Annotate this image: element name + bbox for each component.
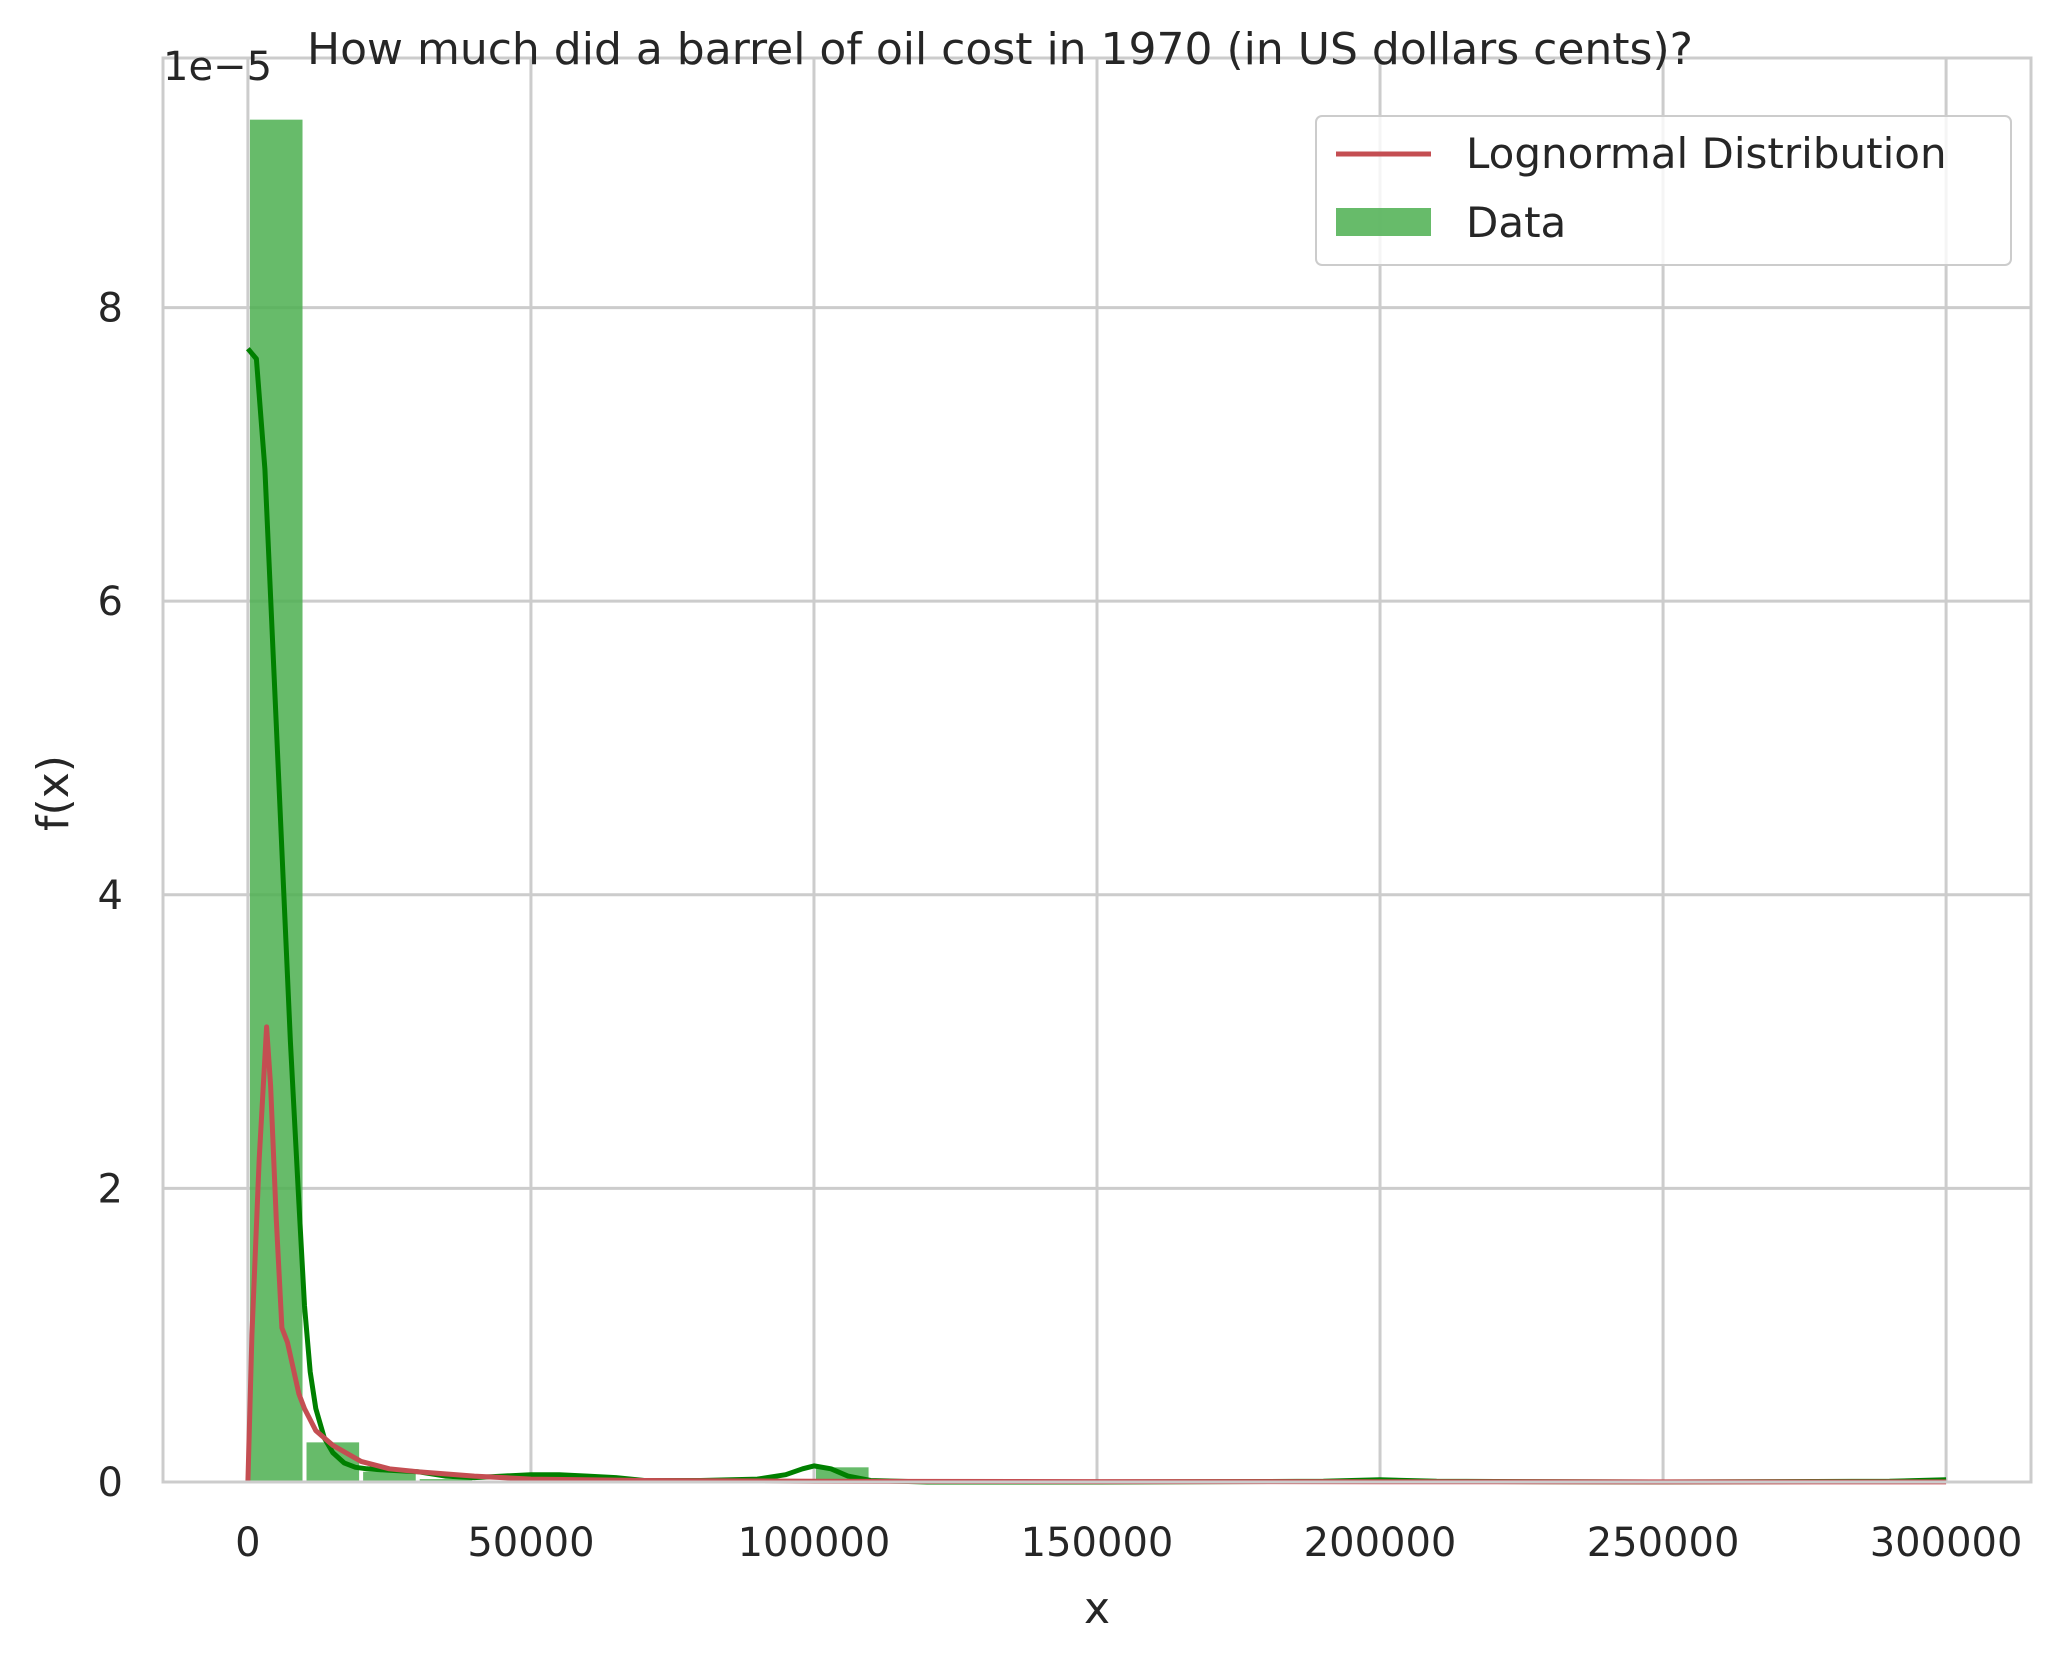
x-tick-label: 200000 bbox=[1304, 1520, 1457, 1566]
x-tick-label: 100000 bbox=[738, 1520, 891, 1566]
legend: Lognormal Distribution Data bbox=[1315, 115, 2012, 266]
legend-swatch-data bbox=[1336, 208, 1431, 236]
plot-frame bbox=[161, 56, 2033, 1484]
histogram-bar bbox=[249, 119, 303, 1483]
legend-label-lognormal: Lognormal Distribution bbox=[1466, 129, 1947, 178]
chart-title: How much did a barrel of oil cost in 197… bbox=[307, 24, 1693, 75]
x-tick-label: 0 bbox=[235, 1520, 260, 1566]
x-axis-label: x bbox=[1084, 1583, 1110, 1634]
y-tick-label: 2 bbox=[98, 1166, 123, 1212]
x-tick-label: 300000 bbox=[1870, 1520, 2023, 1566]
legend-box bbox=[1315, 115, 2012, 266]
x-tick-label: 250000 bbox=[1587, 1520, 1740, 1566]
y-offset-text: 1e−5 bbox=[163, 44, 272, 90]
y-tick-label: 4 bbox=[98, 873, 123, 919]
y-axis-label: f(x) bbox=[28, 755, 79, 831]
x-tick-label: 50000 bbox=[467, 1520, 594, 1566]
x-tick-label: 150000 bbox=[1021, 1520, 1174, 1566]
x-axis-ticks: 0 50000 100000 150000 200000 250000 300000 bbox=[235, 1520, 2022, 1566]
legend-label-data: Data bbox=[1466, 198, 1566, 247]
y-tick-label: 6 bbox=[98, 579, 123, 625]
y-tick-label: 8 bbox=[98, 286, 123, 332]
y-tick-label: 0 bbox=[98, 1460, 123, 1506]
y-axis-ticks: 0 2 4 6 8 bbox=[98, 286, 123, 1506]
histogram-bar bbox=[363, 1471, 416, 1482]
